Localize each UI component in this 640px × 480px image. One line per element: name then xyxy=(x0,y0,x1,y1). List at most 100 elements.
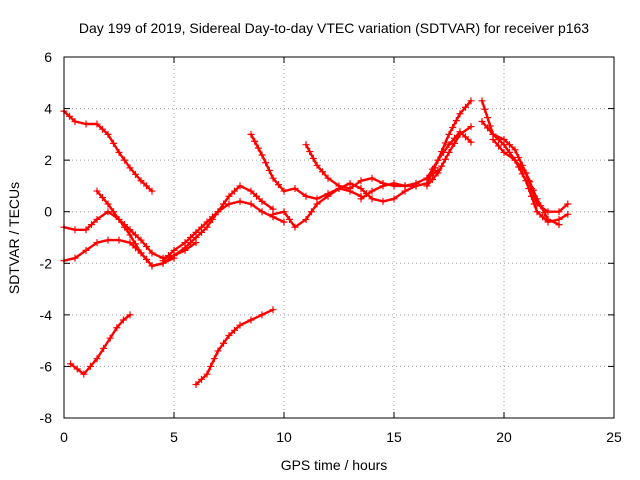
data-point xyxy=(209,213,216,221)
data-point xyxy=(306,148,314,156)
data-point xyxy=(462,133,469,141)
data-point xyxy=(132,240,139,248)
data-point xyxy=(258,208,266,216)
y-tick-label: -2 xyxy=(40,255,53,271)
data-point xyxy=(247,316,255,324)
data-point xyxy=(357,185,365,193)
data-point xyxy=(203,370,211,378)
data-point xyxy=(500,141,508,149)
data-point xyxy=(434,156,442,164)
data-point xyxy=(104,236,112,244)
data-series xyxy=(60,97,572,388)
data-point xyxy=(265,166,273,174)
data-point xyxy=(368,195,376,203)
data-point xyxy=(220,339,227,347)
data-point xyxy=(82,120,90,128)
series-pass-16 xyxy=(489,136,563,229)
data-point xyxy=(368,187,376,195)
data-point xyxy=(80,370,88,378)
data-point xyxy=(500,148,508,156)
series-trace xyxy=(69,313,132,376)
data-point xyxy=(192,228,200,236)
data-point xyxy=(357,195,365,203)
data-point xyxy=(269,174,277,182)
data-point xyxy=(225,192,233,200)
data-point xyxy=(137,236,145,244)
series-pass-7 xyxy=(192,306,277,388)
data-point xyxy=(236,197,244,205)
data-point xyxy=(440,148,447,156)
data-point xyxy=(309,154,317,162)
data-point xyxy=(100,344,108,352)
series-pass-14 xyxy=(478,97,572,216)
data-point xyxy=(525,185,533,193)
data-point xyxy=(110,139,117,147)
data-point xyxy=(441,139,449,147)
data-point xyxy=(495,142,502,150)
data-point xyxy=(313,161,321,169)
data-point xyxy=(484,114,491,122)
data-point xyxy=(88,221,95,229)
data-point xyxy=(207,362,215,370)
series-pass-6 xyxy=(67,311,134,378)
data-point xyxy=(93,120,101,128)
data-point xyxy=(236,321,244,329)
x-tick-label: 20 xyxy=(496,429,512,445)
data-point xyxy=(484,124,491,132)
data-point xyxy=(143,243,150,251)
data-point xyxy=(148,187,156,195)
y-tick-label: 0 xyxy=(44,204,52,220)
data-point xyxy=(478,97,486,105)
data-point xyxy=(187,234,194,241)
data-point xyxy=(99,125,106,133)
data-point xyxy=(528,192,535,200)
data-point xyxy=(210,355,218,363)
data-point xyxy=(533,195,541,203)
data-point xyxy=(113,324,121,332)
data-point xyxy=(121,223,128,231)
data-point xyxy=(478,117,486,125)
data-point xyxy=(148,249,156,257)
x-tick-label: 15 xyxy=(386,429,402,445)
series-trace xyxy=(95,184,275,268)
data-point xyxy=(451,134,458,142)
data-point xyxy=(126,231,134,239)
data-point xyxy=(537,202,545,210)
data-point xyxy=(280,187,288,195)
data-point xyxy=(137,249,145,257)
data-point xyxy=(429,165,436,173)
data-point xyxy=(526,178,534,186)
data-point xyxy=(121,156,128,164)
data-point xyxy=(170,246,178,254)
data-point xyxy=(544,215,552,223)
data-point xyxy=(357,177,365,185)
plot-area-frame xyxy=(63,56,615,419)
data-point xyxy=(401,182,409,190)
data-point xyxy=(99,194,106,202)
data-point xyxy=(456,128,464,136)
data-point xyxy=(456,110,464,118)
y-tick-label: -6 xyxy=(40,358,53,374)
data-point xyxy=(452,117,460,125)
data-point xyxy=(148,262,156,270)
data-point xyxy=(119,316,127,324)
data-point xyxy=(82,226,90,234)
data-point xyxy=(247,187,255,195)
data-point xyxy=(198,375,205,383)
data-point xyxy=(291,223,299,231)
data-point xyxy=(236,182,244,190)
series-pass-13 xyxy=(423,128,475,182)
data-point xyxy=(379,182,387,190)
x-tick-label: 0 xyxy=(60,429,68,445)
x-tick-label: 25 xyxy=(606,429,622,445)
data-point xyxy=(126,311,134,319)
data-point xyxy=(247,200,255,208)
data-point xyxy=(192,380,200,388)
data-point xyxy=(302,215,310,223)
data-point xyxy=(258,311,266,319)
data-point xyxy=(159,257,167,265)
data-point xyxy=(253,192,260,200)
data-point xyxy=(564,200,572,208)
data-point xyxy=(115,236,123,244)
data-point xyxy=(198,223,205,231)
